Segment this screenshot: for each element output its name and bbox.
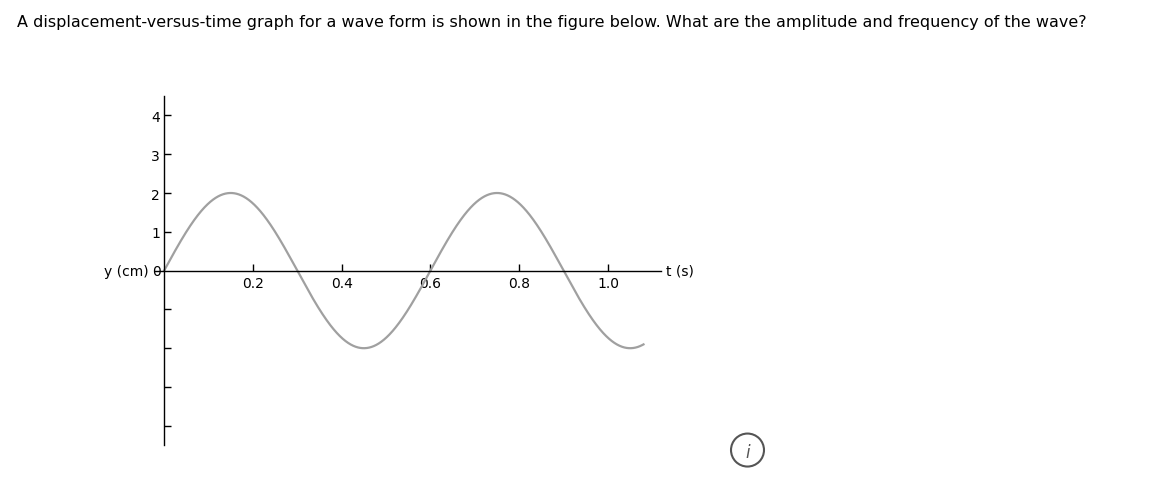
Text: A displacement-versus-time graph for a wave form is shown in the figure below. W: A displacement-versus-time graph for a w… xyxy=(17,15,1087,30)
Text: t (s): t (s) xyxy=(666,264,693,278)
Text: y (cm) 0: y (cm) 0 xyxy=(105,264,162,278)
Text: i: i xyxy=(745,443,750,461)
